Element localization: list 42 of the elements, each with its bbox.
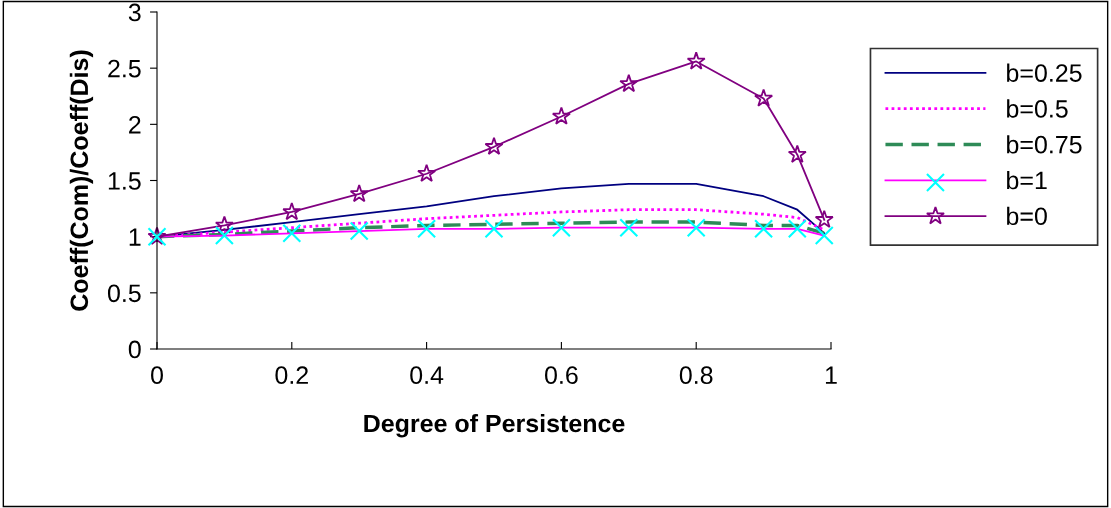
y-tick-label: 0 (128, 340, 141, 359)
legend-label: b=0.5 (1007, 99, 1068, 118)
point (551, 106, 571, 125)
point (619, 218, 639, 238)
x-axis-title: Degree of Persistence (364, 413, 625, 438)
legend-label: b=0 (1007, 206, 1047, 226)
point (417, 163, 437, 182)
point (787, 144, 807, 163)
legend-label: b=1 (1007, 170, 1047, 190)
point (787, 219, 807, 239)
x-tick-label: 0.6 (545, 366, 578, 385)
y-tick-label: 1 (129, 228, 141, 246)
point (619, 73, 639, 93)
point (814, 209, 834, 229)
y-tick-label: 2 (129, 115, 141, 134)
legend-label: b=0.75 (1007, 135, 1082, 154)
point (686, 51, 706, 70)
x-tick-label: 1 (825, 366, 837, 384)
x-tick-label: 0.2 (275, 366, 308, 385)
legend-label: b=0.25 (1007, 63, 1082, 82)
x-tick-label: 0.8 (679, 366, 713, 385)
x-tick-label: 0.4 (410, 366, 444, 385)
point (484, 219, 504, 239)
y-tick-label: 1.5 (108, 172, 141, 190)
point (214, 215, 234, 234)
point (349, 184, 369, 203)
y-axis-title: Coeff(Com)/Coeff(Dis) (69, 50, 94, 311)
point (551, 218, 571, 238)
point (417, 219, 437, 239)
point (282, 223, 302, 243)
point (686, 218, 706, 238)
point (754, 88, 774, 107)
point (484, 136, 504, 156)
y-tick-label: 3 (128, 3, 141, 22)
point (349, 221, 369, 241)
x-tick-label: 0 (151, 366, 163, 385)
point (754, 219, 774, 239)
point (814, 226, 834, 246)
point (282, 202, 302, 221)
point (214, 226, 234, 246)
y-tick-label: 0.5 (107, 284, 141, 303)
y-tick-label: 2.5 (108, 59, 141, 78)
